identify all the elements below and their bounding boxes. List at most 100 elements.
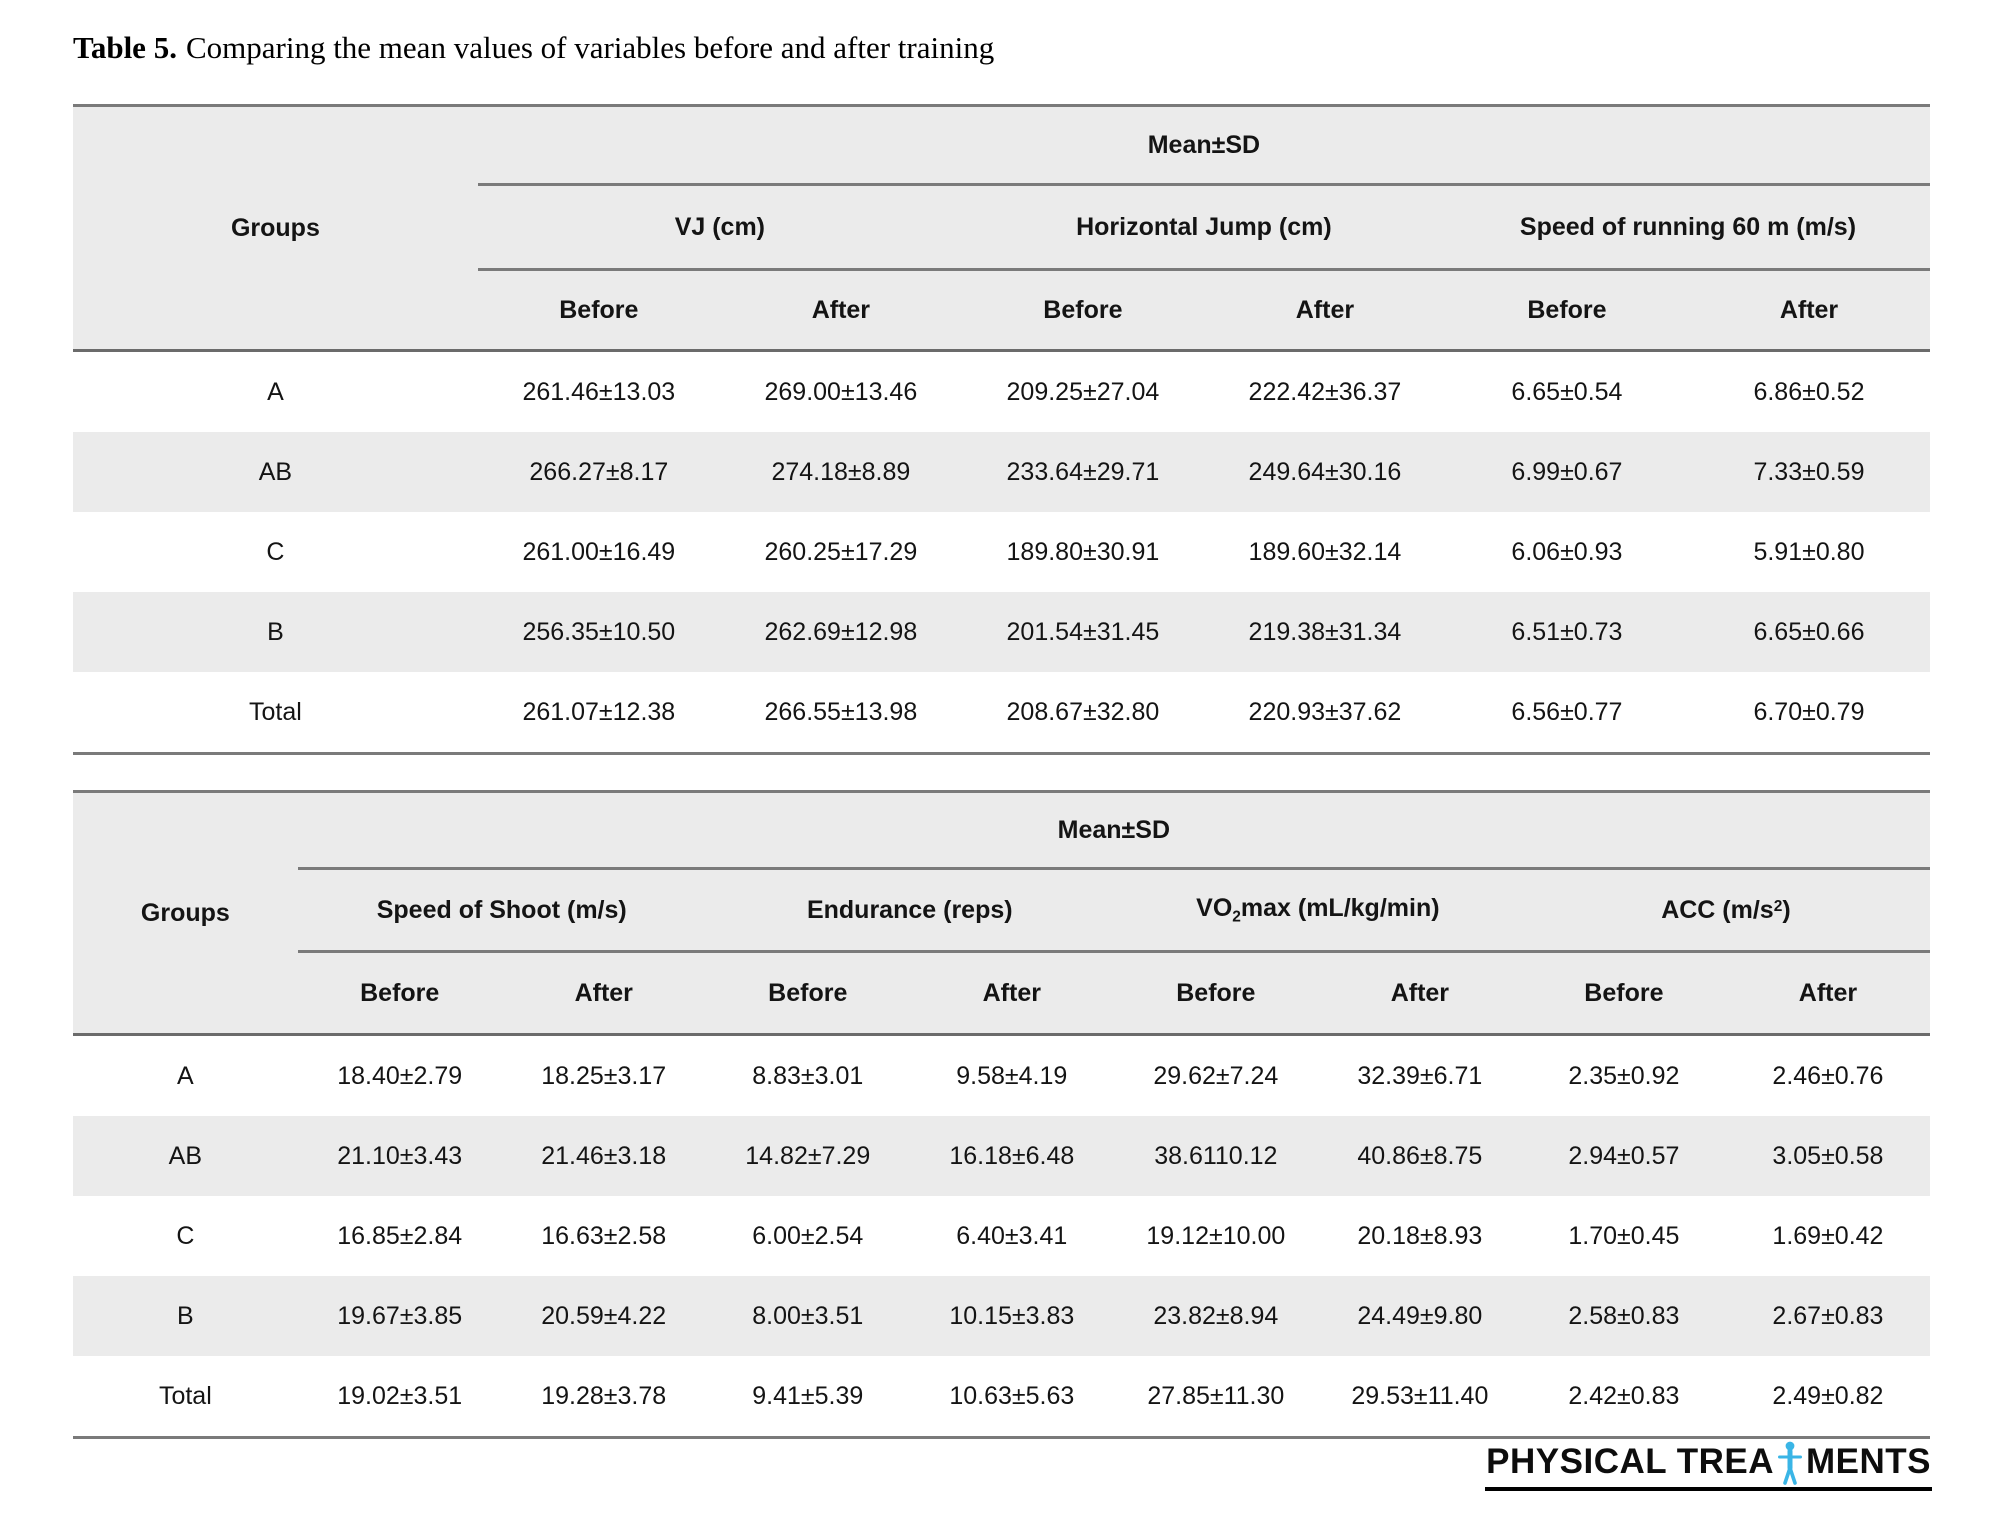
value-cell: 40.86±8.75: [1317, 1116, 1522, 1196]
table-jump-and-running: Groups Mean±SD VJ (cm) Horizontal Jump (cm)…: [73, 104, 1930, 755]
person-arms-out-icon: [1778, 1441, 1802, 1485]
group-cell: B: [73, 1276, 298, 1356]
value-cell: 24.49±9.80: [1317, 1276, 1522, 1356]
value-cell: 2.46±0.76: [1725, 1034, 1930, 1116]
before-header: Before: [705, 951, 910, 1036]
value-cell: 18.25±3.17: [501, 1034, 706, 1116]
value-cell: 23.82±8.94: [1113, 1276, 1318, 1356]
value-cell: 274.18±8.89: [719, 432, 962, 512]
value-cell: 29.62±7.24: [1113, 1034, 1318, 1116]
value-cell: 16.18±6.48: [909, 1116, 1114, 1196]
value-cell: 6.56±0.77: [1445, 672, 1688, 755]
value-cell: 6.65±0.66: [1687, 592, 1930, 672]
value-cell: 256.35±10.50: [477, 592, 720, 672]
value-cell: 19.67±3.85: [297, 1276, 502, 1356]
header-row-before-after: Before After Before After Before After: [73, 269, 1930, 352]
value-cell: 20.18±8.93: [1317, 1196, 1522, 1276]
value-cell: 10.15±3.83: [909, 1276, 1114, 1356]
header-row-mean-sd: Groups Mean±SD: [73, 105, 1930, 352]
value-cell: 19.02±3.51: [297, 1356, 502, 1439]
before-header: Before: [297, 951, 502, 1036]
variable-group-header: VJ (cm): [477, 184, 962, 271]
value-cell: 6.70±0.79: [1687, 672, 1930, 755]
before-header: Before: [1113, 951, 1318, 1036]
value-cell: 209.25±27.04: [961, 350, 1204, 432]
variable-name-superscript: 2: [1773, 897, 1783, 915]
after-header: After: [501, 951, 706, 1036]
group-cell: C: [73, 1196, 298, 1276]
value-cell: 32.39±6.71: [1317, 1034, 1522, 1116]
value-cell: 261.00±16.49: [477, 512, 720, 592]
value-cell: 18.40±2.79: [297, 1034, 502, 1116]
table-shoot-endurance-vo2max-acc: Groups Mean±SD Speed of Shoot (m/s) Enduran…: [73, 790, 1930, 1439]
after-header: After: [1203, 269, 1446, 352]
variable-group-header: VO2max (mL/kg/min): [1113, 868, 1522, 953]
table-row: Total 261.07±12.38 266.55±13.98 208.67±32.8…: [73, 672, 1930, 755]
value-cell: 2.49±0.82: [1725, 1356, 1930, 1439]
variable-name-text: max (mL/kg/min): [1240, 893, 1440, 922]
table-row: A 18.40±2.79 18.25±3.17 8.83±3.01 9.58±4.19 2…: [73, 1034, 1930, 1116]
value-cell: 266.55±13.98: [719, 672, 962, 755]
value-cell: 6.00±2.54: [705, 1196, 910, 1276]
value-cell: 189.80±30.91: [961, 512, 1204, 592]
table-row: B 256.35±10.50 262.69±12.98 201.54±31.45 219…: [73, 592, 1930, 672]
variable-name-text: Speed of running 60 m (m/s): [1519, 212, 1857, 241]
value-cell: 29.53±11.40: [1317, 1356, 1522, 1439]
journal-logo-text-right: MENTS: [1806, 1442, 1931, 1481]
group-cell: A: [73, 350, 478, 432]
value-cell: 2.58±0.83: [1521, 1276, 1726, 1356]
mean-sd-header: Mean±SD: [477, 105, 1930, 186]
value-cell: 220.93±37.62: [1203, 672, 1446, 755]
after-header: After: [719, 269, 962, 352]
header-row-mean-sd: Groups Mean±SD: [73, 791, 1930, 1036]
group-cell: Total: [73, 1356, 298, 1439]
value-cell: 2.35±0.92: [1521, 1034, 1726, 1116]
before-header: Before: [477, 269, 720, 352]
value-cell: 9.41±5.39: [705, 1356, 910, 1439]
table-row: C 261.00±16.49 260.25±17.29 189.80±30.91 189…: [73, 512, 1930, 592]
value-cell: 249.64±30.16: [1203, 432, 1446, 512]
value-cell: 14.82±7.29: [705, 1116, 910, 1196]
table-row: Total 19.02±3.51 19.28±3.78 9.41±5.39 10.63±…: [73, 1356, 1930, 1439]
value-cell: 260.25±17.29: [719, 512, 962, 592]
value-cell: 6.99±0.67: [1445, 432, 1688, 512]
value-cell: 1.70±0.45: [1521, 1196, 1726, 1276]
after-header: After: [909, 951, 1114, 1036]
group-cell: A: [73, 1034, 298, 1116]
header-row-variables: Speed of Shoot (m/s) Endurance (reps) VO2m…: [73, 868, 1930, 953]
variable-group-header: Horizontal Jump (cm): [961, 184, 1446, 271]
table-row: AB 21.10±3.43 21.46±3.18 14.82±7.29 16.18±6.…: [73, 1116, 1930, 1196]
value-cell: 269.00±13.46: [719, 350, 962, 432]
variable-name-text: ACC (m/s: [1661, 895, 1774, 924]
header-row-before-after: Before After Before After Before After Before A…: [73, 951, 1930, 1036]
value-cell: 21.10±3.43: [297, 1116, 502, 1196]
before-header: Before: [1521, 951, 1726, 1036]
value-cell: 6.86±0.52: [1687, 350, 1930, 432]
journal-logo-text-left: PHYSICAL TREA: [1486, 1442, 1774, 1481]
value-cell: 1.69±0.42: [1725, 1196, 1930, 1276]
group-cell: AB: [73, 432, 478, 512]
table-caption-text: Comparing the mean values of variables b…: [185, 30, 995, 65]
variable-name-text: Endurance (reps): [806, 895, 1013, 924]
table-row: B 19.67±3.85 20.59±4.22 8.00±3.51 10.15±3.83…: [73, 1276, 1930, 1356]
value-cell: 19.12±10.00: [1113, 1196, 1318, 1276]
group-cell: B: [73, 592, 478, 672]
value-cell: 6.06±0.93: [1445, 512, 1688, 592]
after-header: After: [1687, 269, 1930, 352]
table-row: C 16.85±2.84 16.63±2.58 6.00±2.54 6.40±3.41 1…: [73, 1196, 1930, 1276]
header-row-variables: VJ (cm) Horizontal Jump (cm) Speed of runn…: [73, 184, 1930, 271]
value-cell: 10.63±5.63: [909, 1356, 1114, 1439]
value-cell: 8.00±3.51: [705, 1276, 910, 1356]
group-cell: C: [73, 512, 478, 592]
after-header: After: [1725, 951, 1930, 1036]
value-cell: 20.59±4.22: [501, 1276, 706, 1356]
table-row: A 261.46±13.03 269.00±13.46 209.25±27.04 222…: [73, 350, 1930, 432]
value-cell: 38.6110.12: [1113, 1116, 1318, 1196]
before-header: Before: [961, 269, 1204, 352]
variable-group-header: Speed of Shoot (m/s): [297, 868, 706, 953]
value-cell: 201.54±31.45: [961, 592, 1204, 672]
value-cell: 2.94±0.57: [1521, 1116, 1726, 1196]
value-cell: 2.67±0.83: [1725, 1276, 1930, 1356]
value-cell: 266.27±8.17: [477, 432, 720, 512]
value-cell: 222.42±36.37: [1203, 350, 1446, 432]
